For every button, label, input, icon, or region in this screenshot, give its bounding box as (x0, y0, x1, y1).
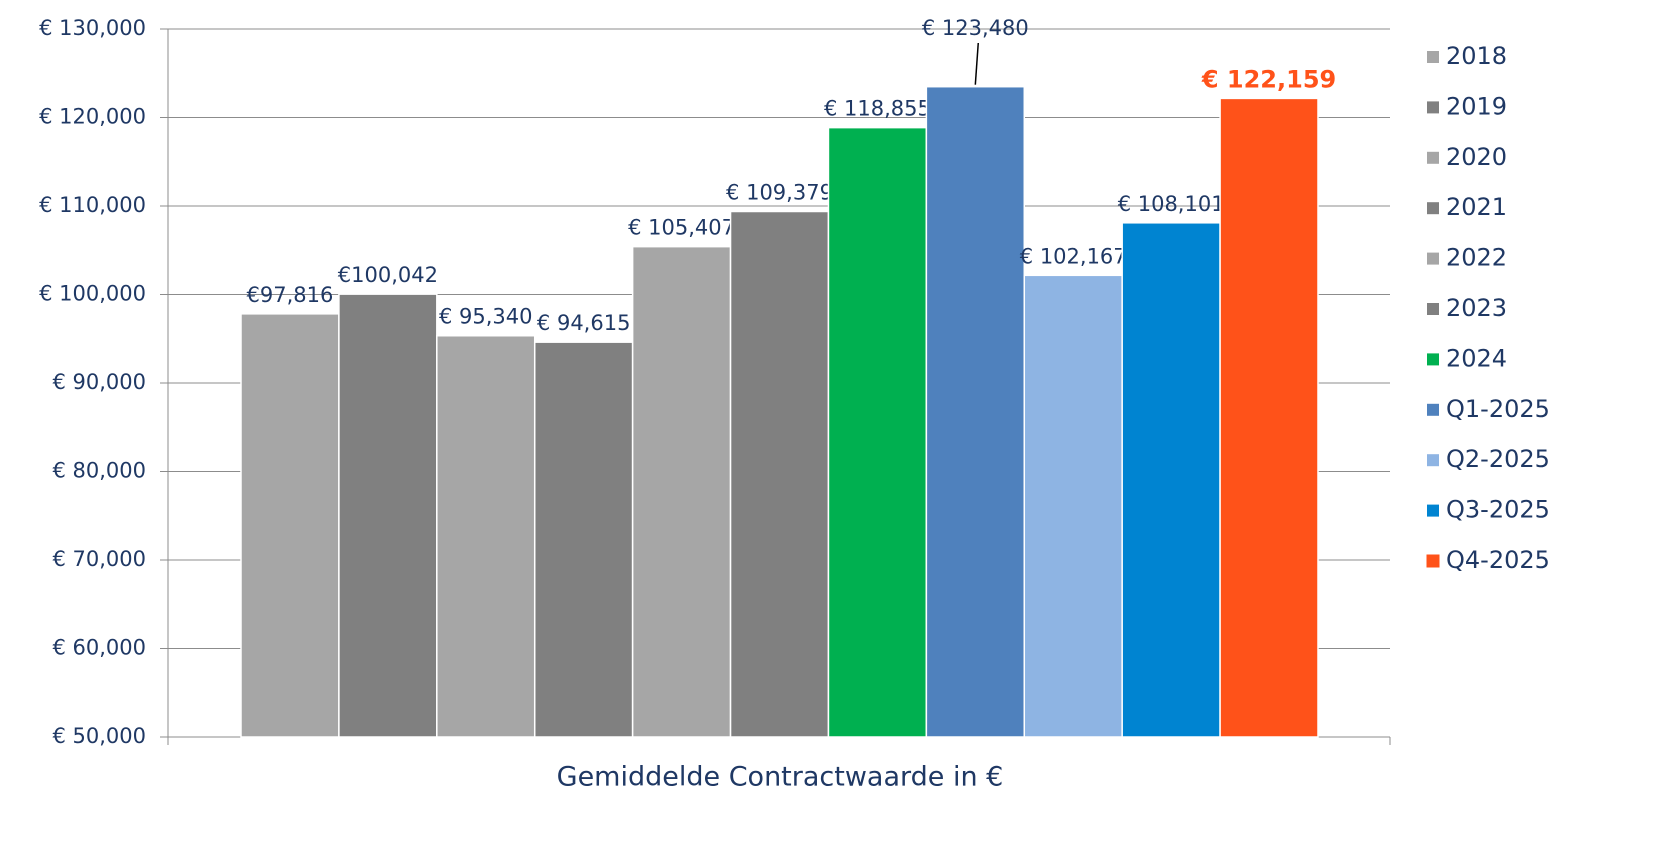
data-label: €97,816 (247, 283, 334, 307)
legend-swatch (1427, 101, 1439, 114)
data-label: € 108,101 (1118, 192, 1225, 216)
legend-swatch (1427, 252, 1439, 265)
x-axis-label: Gemiddelde Contractwaarde in € (557, 762, 1004, 793)
bar (338, 293, 438, 738)
y-tick-label: € 120,000 (39, 105, 146, 129)
y-tick-label: € 80,000 (52, 459, 146, 483)
data-label: € 123,480 (922, 16, 1029, 40)
data-label: €100,042 (338, 263, 438, 287)
legend-label: 2021 (1446, 193, 1507, 221)
y-tick-label: € 50,000 (52, 724, 146, 748)
legend-label: 2022 (1446, 244, 1507, 272)
legend-swatch (1427, 51, 1439, 63)
bar (533, 341, 634, 738)
legend-label: Q3-2025 (1446, 496, 1550, 524)
legend-swatch (1427, 353, 1439, 366)
legend-label: 2024 (1446, 344, 1507, 372)
data-label: € 105,407 (628, 216, 735, 240)
bar (1121, 222, 1221, 738)
data-label: € 109,379 (726, 180, 833, 204)
legend-swatch (1427, 454, 1439, 467)
y-tick-label: € 60,000 (52, 636, 146, 660)
leader-line (974, 42, 980, 85)
bar (1219, 97, 1319, 738)
legend-label: Q2-2025 (1446, 445, 1550, 473)
bar (631, 245, 732, 738)
legend-label: 2020 (1446, 143, 1507, 171)
data-label: € 122,159 (1201, 65, 1336, 93)
bar (240, 313, 340, 738)
data-label: € 102,167 (1020, 244, 1127, 268)
y-tick-label: € 70,000 (52, 547, 146, 571)
legend-label: 2018 (1446, 42, 1507, 70)
bar (436, 334, 536, 738)
y-tick-label: € 100,000 (39, 282, 146, 306)
legend-swatch (1427, 303, 1439, 315)
y-tick-label: € 90,000 (52, 370, 146, 394)
legend-swatch (1427, 202, 1439, 215)
data-label: € 95,340 (439, 305, 533, 329)
legend-label: Q4-2025 (1446, 546, 1550, 574)
data-label: € 94,615 (537, 311, 631, 335)
legend-swatch (1427, 504, 1439, 517)
bar (827, 126, 928, 738)
data-label: € 118,855 (824, 97, 931, 121)
bar (1023, 274, 1123, 738)
legend-swatch (1426, 554, 1440, 568)
legend-label: Q1-2025 (1446, 395, 1550, 423)
y-tick-label: € 110,000 (39, 193, 146, 217)
bar (729, 210, 830, 738)
legend-swatch (1427, 151, 1439, 164)
legend-label: 2023 (1446, 294, 1507, 322)
legend-label: 2019 (1446, 92, 1507, 120)
legend-swatch (1427, 403, 1439, 416)
y-tick-label: € 130,000 (39, 16, 146, 40)
bar (925, 85, 1026, 738)
